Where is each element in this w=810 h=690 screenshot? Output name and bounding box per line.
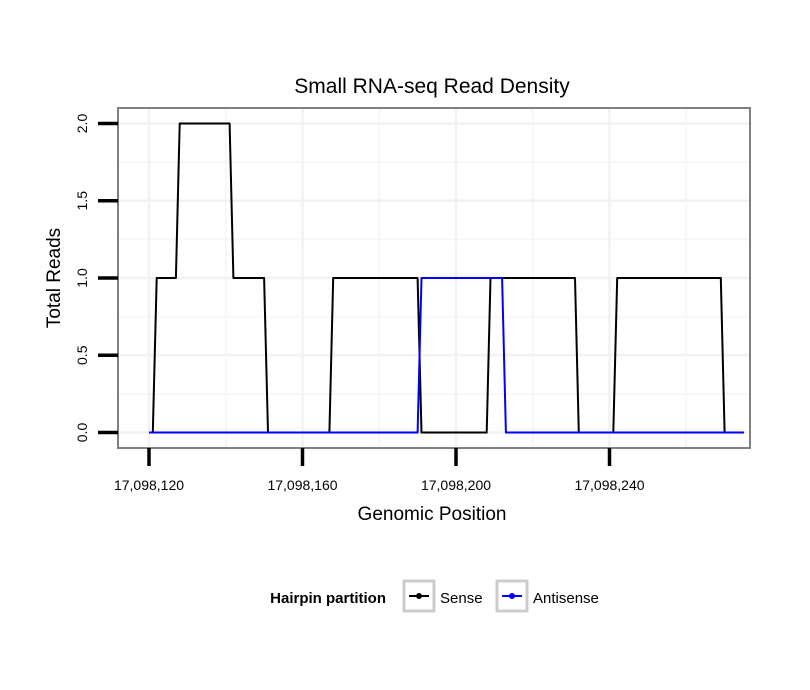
legend: Hairpin partition Sense Antisense [270, 579, 599, 613]
y-axis: 0.0 0.5 1.0 1.5 2.0 [74, 114, 118, 443]
legend-label-sense: Sense [440, 590, 483, 607]
y-tick-label: 1.5 [74, 191, 90, 211]
series-layer [149, 122, 744, 434]
x-tick-label: 17,098,200 [421, 477, 491, 493]
x-tick-label: 17,098,120 [114, 477, 184, 493]
y-tick-label: 1.0 [74, 268, 90, 288]
legend-title: Hairpin partition [270, 590, 386, 607]
y-tick-label: 0.5 [74, 345, 90, 365]
y-tick-label: 2.0 [74, 114, 90, 134]
x-tick-label: 17,098,240 [574, 477, 644, 493]
x-tick-label: 17,098,160 [267, 477, 337, 493]
grid-minor [118, 108, 750, 448]
x-axis-label: Genomic Position [358, 504, 507, 525]
legend-key-antisense [495, 579, 529, 613]
chart-title: Small RNA-seq Read Density [294, 75, 570, 98]
series-line-antisense [149, 277, 744, 434]
y-tick-label: 0.0 [74, 423, 90, 443]
y-axis-label: Total Reads [44, 228, 65, 328]
legend-label-antisense: Antisense [533, 590, 599, 607]
x-axis: 17,098,120 17,098,160 17,098,200 17,098,240 [114, 448, 645, 493]
legend-key-sense [402, 579, 436, 613]
